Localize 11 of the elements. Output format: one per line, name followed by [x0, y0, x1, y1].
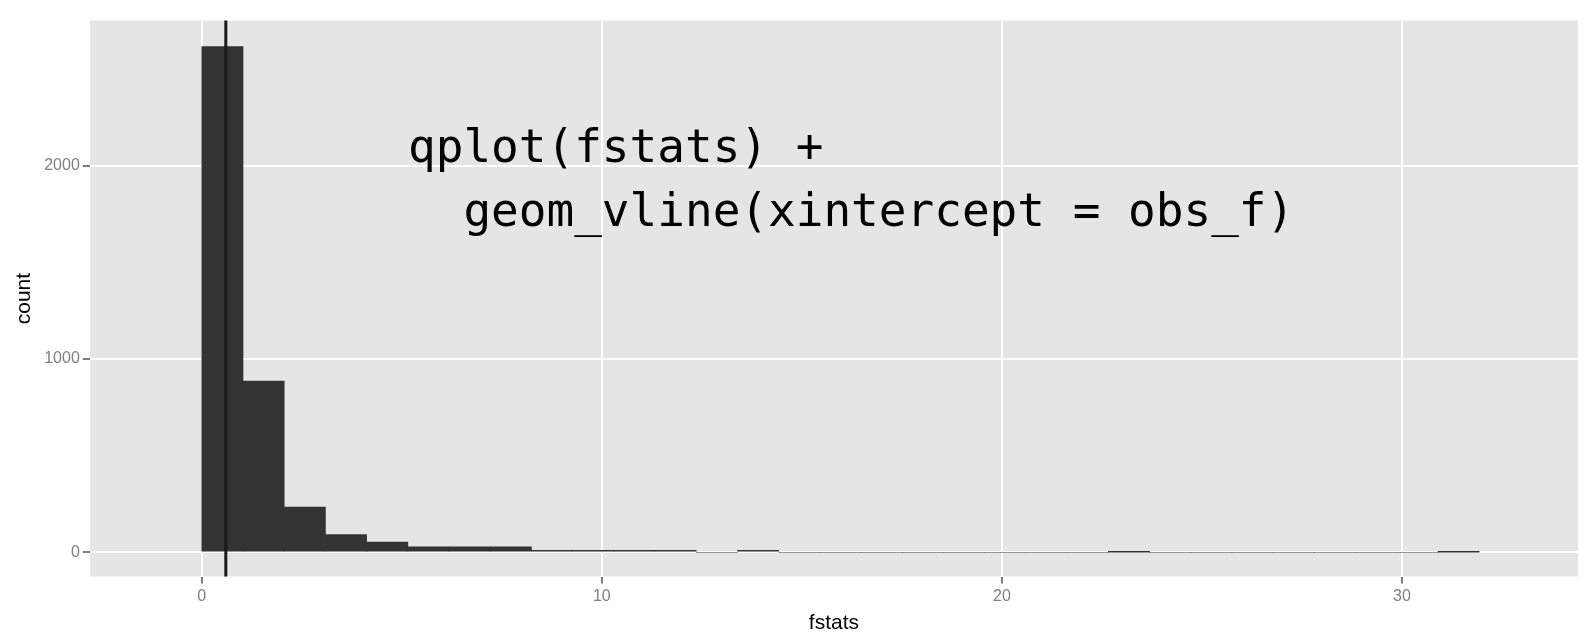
- annotation: geom_vline(xintercept = obs_f): [462, 182, 1295, 239]
- x-tick-label: 30: [1393, 586, 1411, 604]
- x-axis-title: fstats: [808, 610, 859, 634]
- y-tick-label: 0: [70, 542, 80, 560]
- y-tick-label: 1000: [44, 349, 80, 367]
- annotation: qplot(fstats) +: [408, 118, 825, 175]
- y-tick-label: 2000: [44, 156, 80, 173]
- y-axis-title: count: [11, 272, 35, 325]
- x-tick-label: 10: [592, 586, 611, 604]
- x-tick-label: 0: [197, 586, 207, 604]
- x-tick-label: 20: [993, 586, 1011, 604]
